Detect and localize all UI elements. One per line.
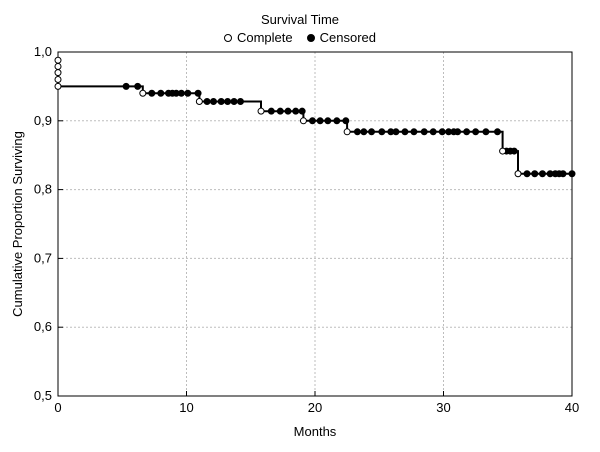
censored-point xyxy=(284,107,292,115)
complete-point xyxy=(514,170,522,178)
censored-point xyxy=(224,98,232,106)
censored-point xyxy=(230,98,238,106)
censored-point xyxy=(368,128,376,136)
censored-point xyxy=(410,128,418,136)
censored-point xyxy=(148,89,156,97)
complete-point xyxy=(499,147,507,155)
y-tick-label: 0,6 xyxy=(34,319,52,334)
censored-point xyxy=(298,107,306,115)
x-tick-label: 10 xyxy=(179,400,193,415)
censored-point xyxy=(177,89,185,97)
censored-point xyxy=(209,98,217,106)
censored-point xyxy=(353,128,361,136)
censored-point xyxy=(157,89,165,97)
censored-point xyxy=(482,128,490,136)
censored-point xyxy=(429,128,437,136)
censored-point xyxy=(568,170,576,178)
legend: Complete Censored xyxy=(0,30,600,45)
censored-point xyxy=(292,107,300,115)
censored-point xyxy=(463,128,471,136)
censored-point xyxy=(378,128,386,136)
complete-point xyxy=(54,56,62,64)
x-tick-label: 20 xyxy=(308,400,322,415)
censored-point xyxy=(308,117,316,125)
censored-point xyxy=(236,98,244,106)
censored-point xyxy=(267,107,275,115)
complete-point xyxy=(343,128,351,136)
legend-title: Survival Time xyxy=(260,12,340,27)
censored-point xyxy=(454,128,462,136)
x-tick-label: 30 xyxy=(436,400,450,415)
y-tick-label: 0,9 xyxy=(34,113,52,128)
censored-point xyxy=(523,170,531,178)
complete-point xyxy=(54,82,62,90)
censored-point xyxy=(203,98,211,106)
censored-point xyxy=(420,128,428,136)
censored-point xyxy=(324,117,332,125)
complete-point xyxy=(54,69,62,77)
censored-point xyxy=(472,128,480,136)
y-tick-label: 1,0 xyxy=(34,44,52,59)
complete-point xyxy=(139,89,147,97)
censored-point xyxy=(134,82,142,90)
y-tick-label: 0,8 xyxy=(34,182,52,197)
filled-circle-icon xyxy=(306,33,315,42)
censored-point xyxy=(538,170,546,178)
complete-point xyxy=(257,107,265,115)
legend-item-censored: Censored xyxy=(306,30,376,45)
complete-point xyxy=(54,62,62,70)
censored-point xyxy=(333,117,341,125)
censored-point xyxy=(316,117,324,125)
legend-label-censored: Censored xyxy=(319,30,376,45)
x-tick-label: 0 xyxy=(54,400,61,415)
censored-point xyxy=(531,170,539,178)
censored-point xyxy=(559,170,567,178)
y-axis-label: Cumulative Proportion Surviving xyxy=(10,131,25,317)
censored-point xyxy=(510,147,518,155)
complete-point xyxy=(195,98,203,106)
complete-point xyxy=(299,117,307,125)
censored-point xyxy=(342,117,350,125)
y-tick-label: 0,5 xyxy=(34,388,52,403)
censored-point xyxy=(184,89,192,97)
x-axis-label: Months xyxy=(294,424,337,439)
open-circle-icon xyxy=(223,33,232,42)
complete-point xyxy=(54,76,62,84)
censored-point xyxy=(276,107,284,115)
censored-point xyxy=(194,89,202,97)
censored-point xyxy=(493,128,501,136)
censored-point xyxy=(360,128,368,136)
legend-label-complete: Complete xyxy=(236,30,293,45)
censored-point xyxy=(122,82,130,90)
censored-point xyxy=(401,128,409,136)
y-tick-label: 0,7 xyxy=(34,250,52,265)
x-tick-label: 40 xyxy=(565,400,579,415)
censored-point xyxy=(217,98,225,106)
censored-point xyxy=(392,128,400,136)
censored-point xyxy=(438,128,446,136)
legend-item-complete: Complete xyxy=(223,30,293,45)
